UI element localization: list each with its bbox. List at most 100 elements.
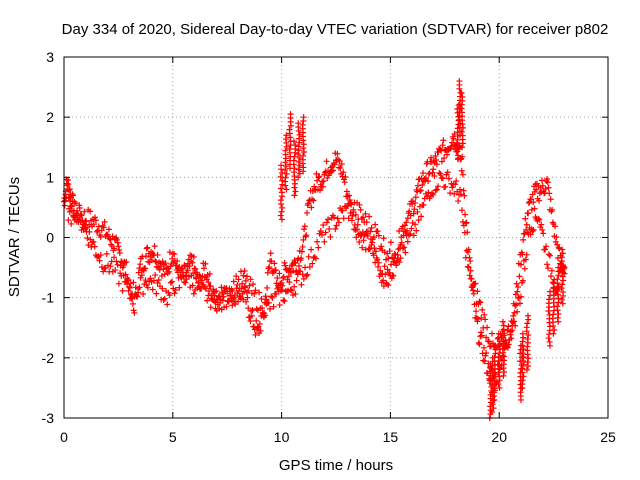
main-track-point — [475, 316, 482, 322]
secondary-track-point — [217, 296, 224, 303]
secondary-track-point — [560, 263, 567, 270]
secondary-track-point — [466, 272, 473, 279]
main-track-point — [538, 177, 545, 184]
secondary-track-point — [65, 217, 72, 224]
spikes-point — [495, 369, 502, 376]
secondary-track-point — [362, 210, 369, 217]
secondary-track-point — [103, 250, 110, 257]
secondary-track-point — [210, 286, 217, 293]
secondary-track-point — [124, 275, 131, 282]
secondary-track-point — [160, 296, 167, 303]
main-track-point — [310, 197, 317, 204]
secondary-track-point — [514, 308, 521, 315]
spikes-point — [287, 111, 294, 118]
main-track-point — [441, 155, 448, 162]
main-track-point — [533, 186, 540, 193]
secondary-track-point — [527, 231, 534, 238]
secondary-track-point — [488, 330, 495, 337]
main-track-point — [377, 267, 384, 274]
main-track-point — [357, 233, 364, 240]
secondary-track-point — [476, 298, 483, 305]
secondary-track-point — [236, 285, 243, 292]
spikes-point — [458, 128, 465, 135]
spikes-point — [554, 280, 561, 287]
spikes-point — [499, 334, 506, 341]
x-tick-label: 5 — [169, 429, 177, 445]
secondary-track-point — [510, 312, 517, 319]
spikes-point — [299, 121, 306, 128]
main-track-point — [274, 274, 281, 281]
spikes-point — [292, 142, 299, 149]
secondary-track-point — [189, 282, 196, 289]
main-track-point — [281, 259, 288, 266]
spikes-point — [560, 292, 567, 299]
secondary-track-point — [413, 227, 420, 234]
secondary-track-point — [457, 191, 464, 198]
main-track-point — [305, 200, 312, 207]
spikes-point — [489, 408, 496, 415]
secondary-track-point — [94, 253, 101, 260]
y-axis-label: SDTVAR / TECUs — [6, 177, 23, 297]
secondary-track-point — [439, 175, 446, 182]
main-track-point — [148, 257, 155, 264]
secondary-track-point — [204, 297, 211, 304]
secondary-track-point — [380, 235, 387, 242]
spikes-point — [520, 353, 527, 360]
secondary-track-point — [196, 285, 203, 292]
main-track-point — [235, 298, 242, 305]
spikes-point — [550, 330, 557, 337]
secondary-track-point — [202, 285, 209, 292]
main-track-point — [116, 250, 123, 257]
secondary-track-point — [68, 202, 75, 209]
spikes-point — [292, 188, 299, 195]
secondary-track-point — [96, 257, 103, 264]
secondary-track-point — [481, 311, 488, 318]
secondary-track-point — [246, 282, 253, 289]
spikes-point — [459, 132, 466, 139]
main-track-point — [414, 182, 421, 189]
main-track-point — [81, 208, 88, 215]
spikes-point — [559, 250, 566, 257]
main-track-point — [546, 190, 553, 197]
secondary-track-point — [130, 279, 137, 286]
x-tick-label: 25 — [600, 429, 616, 445]
secondary-track-point — [205, 292, 212, 299]
main-track-point — [69, 192, 76, 199]
secondary-track-point — [76, 204, 83, 211]
secondary-track-point — [444, 169, 451, 176]
main-track-point — [249, 306, 256, 313]
main-track-point — [298, 255, 305, 262]
secondary-track-point — [241, 268, 248, 275]
main-track-point — [422, 174, 429, 181]
secondary-track-point — [363, 219, 370, 226]
x-axis-label: GPS time / hours — [279, 457, 393, 474]
spikes-point — [278, 216, 285, 223]
secondary-track-point — [386, 248, 393, 255]
main-track-point — [516, 273, 523, 280]
main-track-point — [192, 266, 199, 273]
main-track-point — [74, 207, 81, 214]
secondary-track-point — [135, 289, 142, 296]
secondary-track-point — [447, 190, 454, 197]
spikes-point — [560, 277, 567, 284]
main-track-point — [556, 245, 563, 252]
spikes-point — [277, 212, 284, 219]
secondary-track-point — [472, 280, 479, 287]
secondary-track-point — [370, 234, 377, 241]
spikes-point — [295, 158, 302, 165]
spikes-point — [290, 138, 297, 145]
main-track-point — [438, 158, 445, 165]
spikes-point — [501, 330, 508, 337]
main-track-point — [191, 265, 198, 272]
secondary-track-point — [507, 331, 514, 338]
main-track-point — [257, 327, 264, 334]
secondary-track-point — [251, 290, 258, 297]
secondary-track-point — [81, 221, 88, 228]
secondary-track-point — [100, 268, 107, 275]
main-track-point — [375, 263, 382, 270]
spikes-point — [296, 162, 303, 169]
spikes-point — [555, 318, 562, 325]
spikes-point — [283, 163, 290, 170]
spikes-point — [283, 186, 290, 193]
main-track-point — [87, 208, 94, 215]
